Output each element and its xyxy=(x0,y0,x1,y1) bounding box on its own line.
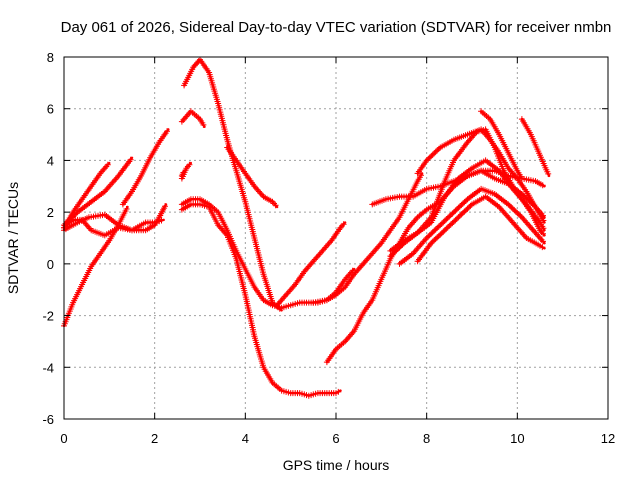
y-tick-label: 0 xyxy=(47,257,54,272)
series-arc-p xyxy=(323,167,546,366)
series-arc-d xyxy=(61,156,134,229)
series-arc-t xyxy=(396,185,546,267)
series-arc-b xyxy=(61,203,168,234)
x-tick-label: 10 xyxy=(510,431,524,446)
series-arc-n xyxy=(274,221,347,309)
series-arc-w xyxy=(478,108,524,180)
series-markers xyxy=(414,193,546,265)
x-tick-label: 12 xyxy=(601,431,615,446)
series-arc-u xyxy=(414,193,546,265)
series-markers xyxy=(414,126,547,224)
y-axis-label: SDTVAR / TECUs xyxy=(5,182,21,294)
series-markers xyxy=(181,56,283,312)
y-tick-label: 8 xyxy=(47,50,54,65)
y-tick-label: -6 xyxy=(42,412,54,427)
series-group xyxy=(61,56,552,399)
series-markers xyxy=(396,185,546,267)
series-markers xyxy=(310,172,424,306)
series-arc-l xyxy=(178,169,187,179)
series-markers xyxy=(178,161,193,182)
series-markers xyxy=(478,108,524,180)
series-arc-v xyxy=(414,126,547,224)
series-arc-i xyxy=(178,196,356,311)
series-arc-x xyxy=(518,116,552,178)
series-markers xyxy=(178,201,342,399)
series-markers xyxy=(178,196,356,311)
x-tick-label: 2 xyxy=(151,431,158,446)
grid-lines xyxy=(64,57,608,419)
series-arc-h xyxy=(181,56,283,312)
series-markers xyxy=(323,167,546,366)
y-tick-label: -4 xyxy=(42,360,54,375)
series-markers xyxy=(178,108,207,128)
x-axis-label: GPS time / hours xyxy=(283,457,390,473)
y-tick-label: 2 xyxy=(47,205,54,220)
axis-ticks: 0 2 4 6 8 10 12 -6 -4 -2 0 2 4 6 8 xyxy=(42,50,615,446)
series-arc-j xyxy=(178,201,342,399)
y-tick-label: 6 xyxy=(47,102,54,117)
series-arc-f xyxy=(119,128,170,208)
series-arc-m xyxy=(224,144,279,209)
series-arc-g xyxy=(178,108,207,128)
series-markers xyxy=(119,128,170,208)
series-markers xyxy=(178,169,187,179)
series-markers xyxy=(518,116,552,177)
x-tick-label: 8 xyxy=(423,431,430,446)
x-tick-label: 4 xyxy=(242,431,249,446)
series-markers xyxy=(224,144,279,209)
x-tick-label: 0 xyxy=(60,431,67,446)
chart-title: Day 061 of 2026, Sidereal Day-to-day VTE… xyxy=(61,19,612,36)
series-line xyxy=(182,58,283,312)
x-tick-label: 6 xyxy=(332,431,339,446)
y-tick-label: 4 xyxy=(47,153,54,168)
series-markers xyxy=(274,221,347,309)
series-arc-k xyxy=(178,161,193,182)
y-tick-label: -2 xyxy=(42,309,54,324)
